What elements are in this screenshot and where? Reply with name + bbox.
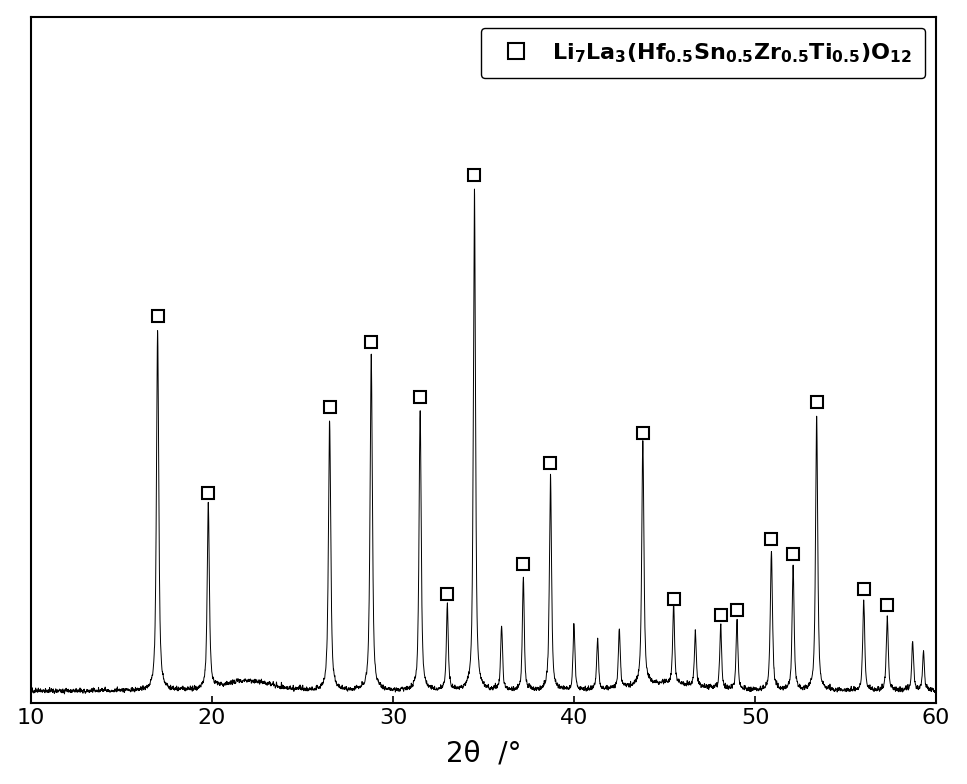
X-axis label: 2θ  /°: 2θ /° [446, 739, 521, 768]
Legend: $\mathbf{Li_7La_3(Hf_{0.5}Sn_{0.5}Zr_{0.5}Ti_{0.5})O_{12}}$: $\mathbf{Li_7La_3(Hf_{0.5}Sn_{0.5}Zr_{0.… [481, 27, 925, 78]
